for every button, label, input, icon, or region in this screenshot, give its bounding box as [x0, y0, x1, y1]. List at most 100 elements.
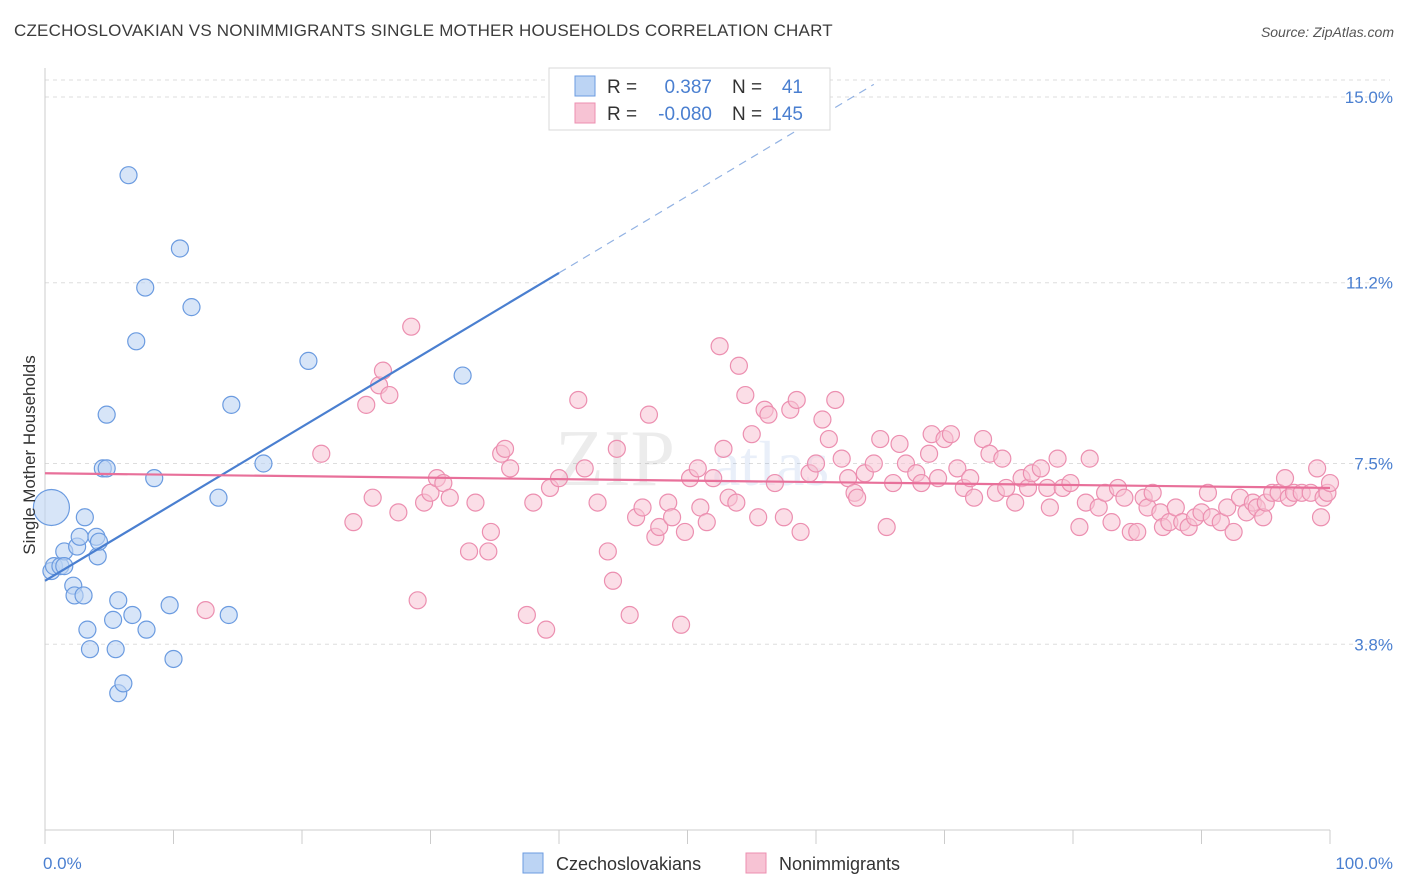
czechoslovakians-point: [97, 405, 116, 424]
watermark-zip: ZIP: [555, 415, 675, 503]
stat-n-label-1: N =: [732, 77, 762, 98]
czechoslovakians-point: [123, 605, 142, 625]
czechoslovakians-point: [104, 610, 123, 629]
nonimmigrants-point: [344, 513, 363, 532]
nonimmigrants-point: [1070, 517, 1089, 537]
nonimmigrants-point: [639, 405, 659, 424]
y-tick-label: 7.5%: [1354, 455, 1393, 474]
nonimmigrants-point: [389, 503, 408, 522]
nonimmigrants-point: [380, 385, 399, 405]
stat-n-value-1: 41: [782, 77, 803, 98]
y-tick-label: 15.0%: [1345, 88, 1393, 107]
nonimmigrants-point: [620, 605, 639, 625]
czechoslovakians-point: [136, 278, 155, 297]
czechoslovakians-point: [127, 332, 146, 351]
nonimmigrants-point: [459, 542, 479, 561]
nonimmigrants-point: [1031, 459, 1050, 478]
y-tick-label: 11.2%: [1346, 274, 1393, 293]
nonimmigrants-point: [819, 429, 838, 449]
nonimmigrants-point: [671, 615, 691, 634]
czechoslovakians-point: [74, 586, 93, 605]
y-tick-label: 3.8%: [1354, 635, 1393, 654]
nonimmigrants-point: [1320, 473, 1340, 493]
trend-lines: [44, 83, 1331, 582]
nonimmigrants-points: [196, 317, 1340, 639]
nonimmigrants-point: [997, 478, 1016, 498]
stat-r-value-1: 0.387: [664, 77, 712, 98]
czechoslovakians-point: [164, 649, 183, 669]
czechoslovakians-point: [137, 620, 156, 639]
czechoslovakians-point: [299, 351, 318, 370]
czechoslovakians-point: [70, 527, 89, 546]
legend-czechoslovakians-swatch-icon: [522, 852, 544, 874]
nonimmigrants-trend-line: [44, 472, 1331, 490]
legend-nonimmigrants-label: Nonimmigrants: [779, 854, 900, 874]
nonimmigrants-point: [759, 405, 778, 424]
nonimmigrants-point: [1040, 498, 1059, 517]
nonimmigrants-point: [633, 498, 652, 517]
nonimmigrants-point: [714, 439, 733, 458]
nonimmigrants-point: [813, 410, 832, 429]
nonimmigrants-point: [1048, 449, 1067, 468]
czechoslovakians-point: [170, 239, 190, 258]
nonimmigrants-point: [749, 508, 768, 527]
nonimmigrants-point: [1128, 522, 1147, 542]
nonimmigrants-point: [961, 469, 980, 488]
nonimmigrants-point: [1102, 513, 1121, 532]
nonimmigrants-point: [196, 600, 215, 620]
nonimmigrants-point: [890, 434, 909, 454]
nonimmigrants-point: [357, 395, 376, 414]
nonimmigrants-point: [688, 459, 707, 478]
nonimmigrants-point: [662, 508, 682, 527]
legend-czechoslovakians-label: Czechoslovakians: [556, 854, 701, 874]
czechoslovakians-point: [80, 640, 100, 659]
stats-legend: R = 0.387 N = 41 R = -0.080 N = 145: [548, 67, 831, 131]
nonimmigrants-point: [704, 469, 723, 488]
stat-r-value-2: -0.080: [658, 104, 712, 125]
czechoslovakians-point: [145, 469, 164, 488]
nonimmigrants-point: [871, 429, 890, 449]
nonimmigrants-point: [964, 488, 984, 507]
nonimmigrants-point: [1198, 483, 1218, 502]
czechoslovakians-point: [78, 620, 97, 639]
nonimmigrants-point: [729, 356, 749, 375]
nonimmigrants-point: [941, 425, 961, 444]
stat-n-value-2: 145: [771, 104, 803, 125]
nonimmigrants-point: [363, 488, 382, 507]
czechoslovakians-point: [97, 459, 116, 478]
stat-n-label-2: N =: [732, 104, 762, 125]
czechoslovakians-point: [222, 395, 241, 414]
nonimmigrants-point: [765, 473, 784, 493]
czechoslovakians-point: [55, 557, 74, 576]
nonimmigrants-point: [1080, 449, 1099, 468]
nonimmigrants-point: [501, 459, 520, 478]
nonimmigrants-point: [826, 390, 845, 410]
nonimmigrants-point: [787, 390, 806, 410]
czechoslovakians-points: [32, 166, 472, 703]
nonimmigrants-point: [1224, 522, 1243, 542]
series-legend: Czechoslovakians Nonimmigrants: [522, 852, 900, 874]
nonimmigrants-point: [524, 493, 543, 512]
nonimmigrants-point: [569, 390, 588, 410]
nonimmigrants-point: [603, 571, 623, 590]
x-tick-label-max: 100.0%: [1335, 854, 1393, 873]
nonimmigrants-point: [791, 522, 810, 542]
nonimmigrants-point: [948, 459, 967, 478]
nonimmigrants-point: [588, 493, 607, 512]
nonimmigrants-point: [408, 591, 427, 610]
czechoslovakians-point: [219, 605, 238, 625]
stat-r-label-2: R =: [607, 104, 637, 125]
nonimmigrants-point: [481, 522, 500, 542]
nonimmigrants-point: [373, 361, 393, 380]
nonimmigrants-point: [919, 444, 939, 463]
nonimmigrants-point: [440, 488, 459, 507]
nonimmigrants-point: [1006, 493, 1025, 512]
nonimmigrants-point: [1311, 508, 1331, 527]
czechoslovakians-point: [160, 596, 179, 615]
czechoslovakians-point: [182, 298, 201, 317]
nonimmigrants-point: [650, 517, 669, 537]
legend-nonimmigrants-swatch-icon: [745, 852, 767, 874]
stat-r-label-1: R =: [607, 77, 637, 98]
nonimmigrants-point: [877, 517, 896, 537]
